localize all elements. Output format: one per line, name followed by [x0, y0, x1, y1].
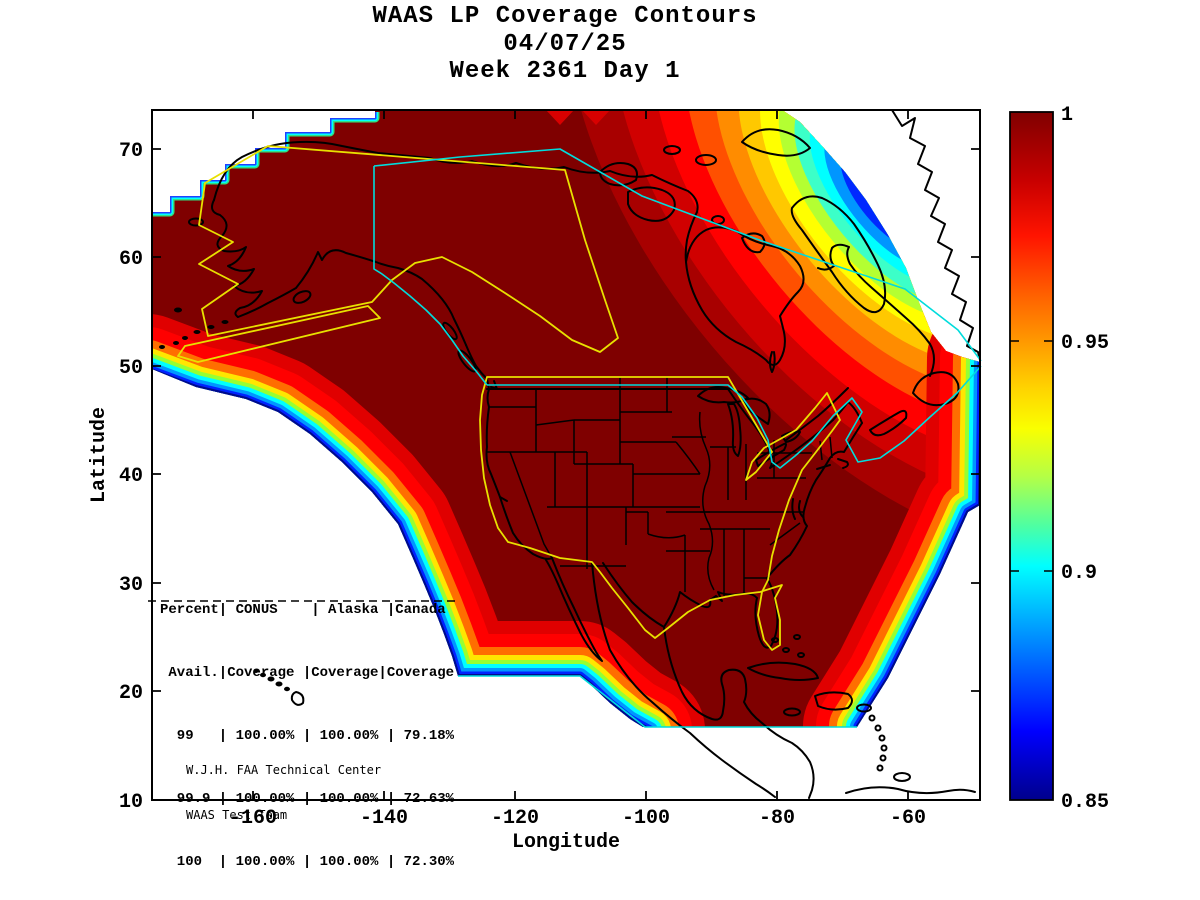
y-tick-label: 60: [119, 248, 143, 271]
colorbar-tick-label: 1: [1061, 104, 1073, 127]
x-axis-tick-labels: -160 -140 -120 -100 -80 -60: [229, 807, 926, 830]
colorbar: 1 0.95 0.9 0.85: [1009, 104, 1109, 814]
service-boundary-yellow: [177, 145, 841, 651]
availability-table-row: 99.9 | 100.00% | 100.00% | 72.63%: [160, 791, 455, 807]
x-axis-ticks: [252, 110, 909, 800]
nw-stair-fringe: [152, 112, 380, 217]
colorbar-tick-label: 0.9: [1061, 562, 1097, 585]
y-tick-label: 30: [119, 574, 143, 597]
availability-table-header-2: Avail.|Coverage |Coverage|Coverage: [160, 665, 455, 681]
availability-table-header-1: Percent| CONUS | Alaska |Canada: [160, 602, 446, 618]
alaska-boundary-yellow: [198, 145, 619, 353]
top-edge-red-notches: [546, 110, 610, 125]
conus-boundary-yellow: [479, 376, 841, 651]
availability-table-row: 100 | 100.00% | 100.00% | 72.30%: [160, 854, 455, 870]
x-tick-label: -100: [622, 807, 670, 830]
x-tick-label: -160: [229, 807, 277, 830]
coastlines: [159, 109, 981, 799]
state-borders: [486, 377, 833, 596]
colorbar-ticks: [1010, 340, 1053, 572]
x-tick-label: -120: [491, 807, 539, 830]
y-axis-tick-labels: 70 60 50 40 30 20 10: [119, 140, 143, 814]
y-tick-label: 70: [119, 140, 143, 163]
chart-title: WAAS LP Coverage Contours: [372, 3, 757, 30]
chart-subtitle-date: 04/07/25: [503, 31, 626, 58]
availability-table: Percent| CONUS | Alaska |Canada Avail.|C…: [160, 558, 454, 894]
x-tick-label: -140: [360, 807, 408, 830]
y-axis-label: Latitude: [88, 407, 111, 503]
col orbar-tick-label: 0.85: [1061, 791, 1109, 814]
aleutian-boundary-yellow: [177, 305, 381, 363]
x-tick-label: -60: [890, 807, 926, 830]
y-tick-label: 40: [119, 465, 143, 488]
x-tick-label: -80: [759, 807, 795, 830]
credit-line-1: W.J.H. FAA Technical Center: [186, 763, 382, 777]
plot-frame: [151, 109, 981, 801]
availability-table-row: 99 | 100.00% | 100.00% | 79.18%: [160, 728, 455, 744]
y-axis-ticks: [152, 148, 980, 692]
colorbar-gradient: [1009, 111, 1054, 801]
chart-subtitle-week: Week 2361 Day 1: [449, 58, 680, 85]
y-tick-label: 10: [119, 791, 143, 814]
waas-boundary-cyan: [373, 148, 982, 728]
se-gradient-fringe: [803, 303, 980, 727]
x-axis-label: Longitude: [512, 831, 620, 854]
y-tick-label: 20: [119, 682, 143, 705]
credit-line-2: WAAS Test Team: [186, 808, 288, 822]
credit-text: W.J.H. FAA Technical Center WAAS Test Te…: [186, 733, 381, 838]
y-tick-label: 50: [119, 357, 143, 380]
colorbar-tick-label: 0.95: [1061, 332, 1109, 355]
